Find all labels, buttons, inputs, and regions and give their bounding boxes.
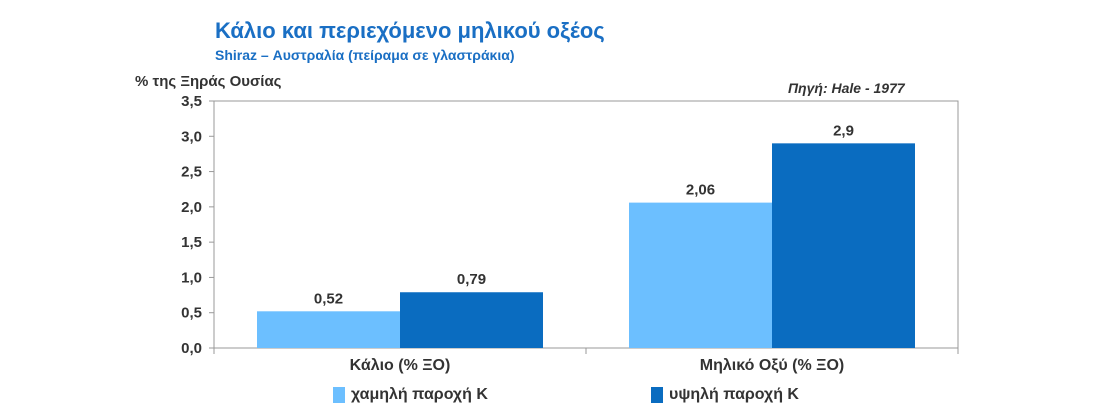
legend-swatch-high-k: [651, 387, 663, 403]
data-label: 2,9: [833, 122, 854, 139]
y-tick-label: 0,5: [181, 305, 202, 322]
bar-high-k: [400, 292, 543, 348]
x-category-label: Κάλιο (% ΞΟ): [350, 357, 451, 374]
y-tick-label: 3,5: [181, 93, 202, 110]
legend-swatch-low-k: [333, 387, 345, 403]
legend-label-low-k: χαμηλή παροχή Κ: [351, 386, 488, 403]
bar-low-k: [257, 311, 400, 348]
chart-title: Κάλιο και περιεχόμενο μηλικού οξέος: [215, 18, 605, 43]
y-tick-label: 1,0: [181, 269, 202, 286]
bar-high-k: [772, 143, 915, 348]
y-axis-label: % της Ξηράς Ουσίας: [135, 73, 282, 90]
data-label: 0,79: [457, 271, 486, 288]
data-label: 0,52: [314, 290, 343, 307]
bar-low-k: [629, 202, 772, 348]
y-tick-label: 2,5: [181, 164, 202, 181]
y-tick-label: 3,0: [181, 128, 202, 145]
y-tick-label: 2,0: [181, 199, 202, 216]
source-note: Πηγή: Hale - 1977: [788, 80, 905, 96]
legend-label-high-k: υψηλή παροχή Κ: [669, 386, 799, 403]
x-category-label: Μηλικό Οξύ (% ΞΟ): [700, 357, 844, 374]
chart-subtitle: Shiraz – Αυστραλία (πείραμα σε γλαστράκι…: [215, 47, 515, 63]
legend-item-high-k: υψηλή παροχή Κ: [651, 384, 799, 406]
y-tick-label: 0,0: [181, 340, 202, 357]
data-label: 2,06: [686, 182, 715, 199]
legend-item-low-k: χαμηλή παροχή Κ: [333, 384, 488, 406]
y-tick-label: 1,5: [181, 234, 202, 251]
